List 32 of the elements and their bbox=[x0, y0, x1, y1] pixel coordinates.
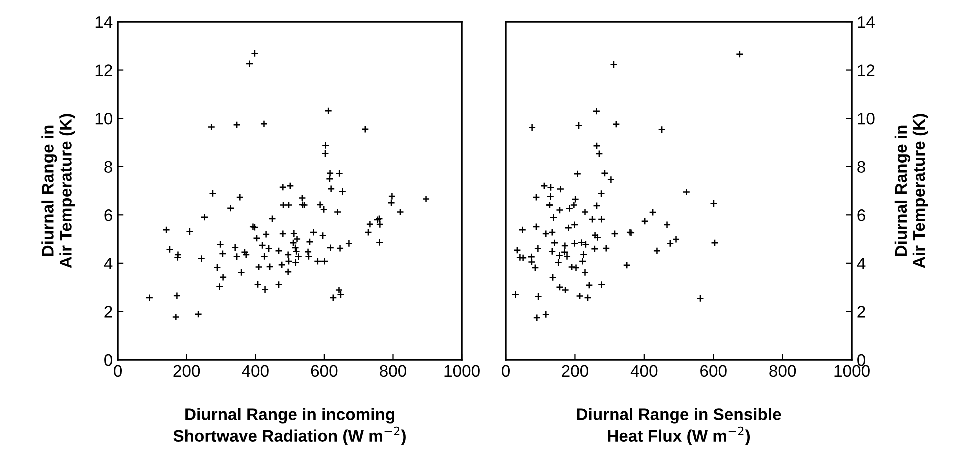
x-tick-label: 600 bbox=[311, 365, 338, 378]
x-tick-label: 200 bbox=[174, 365, 200, 378]
x-tick-label: 600 bbox=[700, 365, 727, 378]
x-tick-label: 200 bbox=[562, 365, 588, 378]
y-tick-label: 10 bbox=[96, 112, 113, 125]
x-tick-label: 800 bbox=[770, 365, 796, 378]
y2-tick-label: 12 bbox=[858, 64, 875, 76]
x-axis-title: Diurnal Range in incoming Shortwave Radiation (W m$^{−2}$) bbox=[174, 408, 406, 446]
x-tick-label: 1000 bbox=[444, 365, 480, 378]
x-tick-label: 1000 bbox=[834, 365, 870, 378]
y2-axis-title: Diurnal Range in Air Temperature (K) bbox=[894, 114, 928, 268]
y-axis-title: Diurnal Range in Air Temperature (K) bbox=[42, 114, 76, 268]
y-tick-label: 0 bbox=[104, 354, 113, 366]
x-tick-label: 400 bbox=[242, 365, 269, 378]
y2-tick-label: 10 bbox=[858, 112, 875, 125]
y2-tick-label: 14 bbox=[858, 16, 875, 28]
x-tick-label: 400 bbox=[630, 365, 658, 378]
x-tick-label: 800 bbox=[380, 365, 406, 378]
y-tick-label: 4 bbox=[104, 258, 113, 270]
y-tick-label: 12 bbox=[96, 64, 112, 76]
y2-tick-label: 8 bbox=[858, 161, 866, 174]
x-axis-title: Diurnal Range in Sensible Heat Flux (W m$^{−2}$) bbox=[577, 408, 782, 446]
y-tick-label: 14 bbox=[96, 16, 113, 28]
y-tick-label: 6 bbox=[104, 210, 112, 222]
x-tick-label: 0 bbox=[502, 365, 510, 378]
y2-tick-label: 0 bbox=[858, 354, 866, 366]
y-tick-label: 2 bbox=[104, 306, 112, 318]
y2-tick-label: 6 bbox=[858, 210, 866, 222]
y2-tick-label: 4 bbox=[857, 258, 866, 270]
y-tick-label: 8 bbox=[104, 161, 112, 174]
y2-tick-label: 2 bbox=[858, 306, 866, 318]
x-tick-label: 0 bbox=[114, 365, 122, 378]
